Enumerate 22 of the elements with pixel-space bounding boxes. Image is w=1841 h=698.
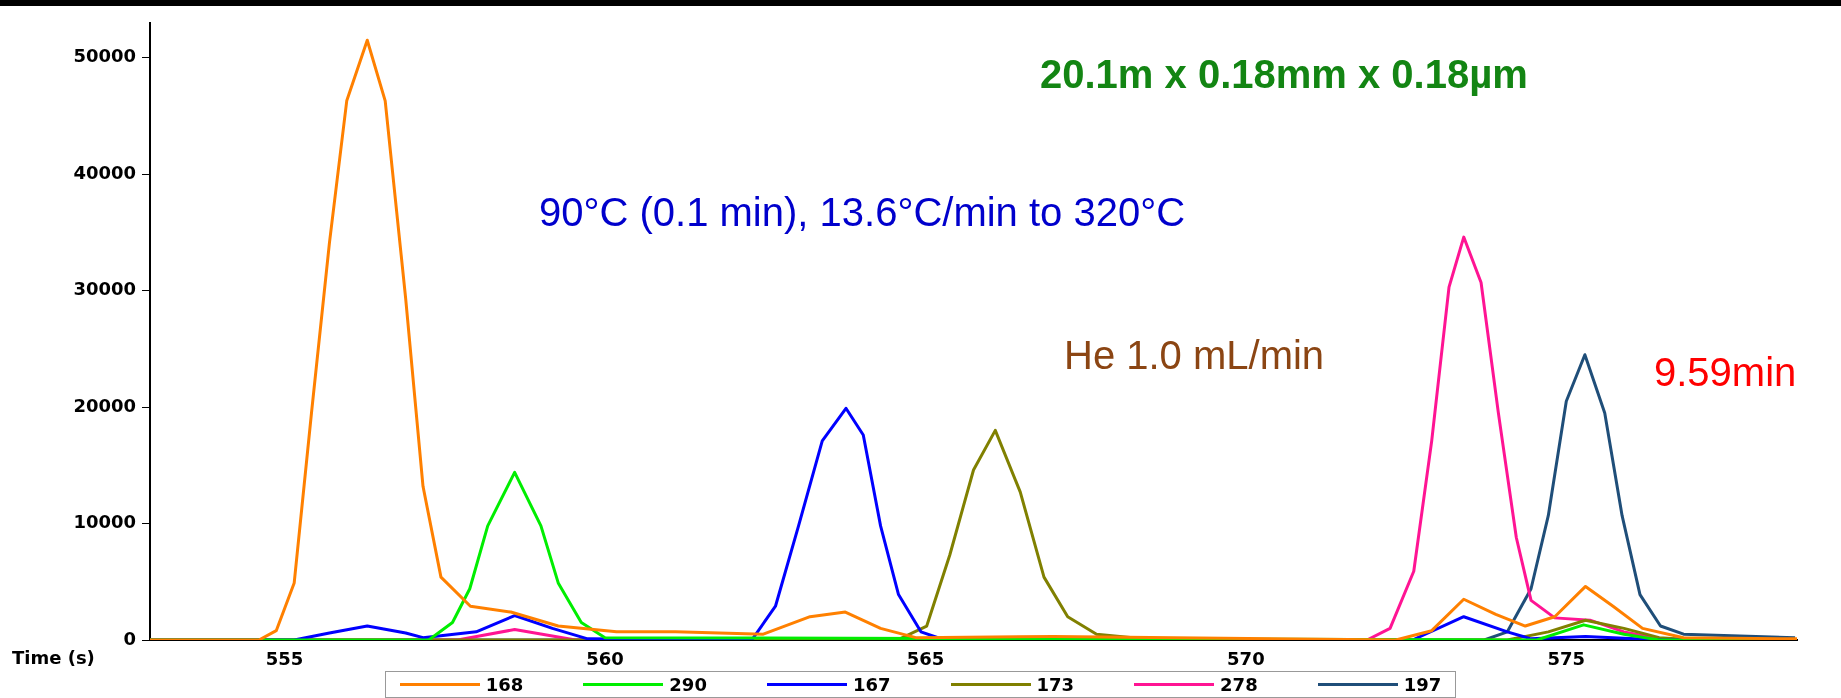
- y-tick-label: 0: [123, 627, 136, 649]
- y-tick-label: 50000: [73, 45, 136, 67]
- x-tick-label: 565: [906, 648, 945, 670]
- legend-label: 168: [485, 673, 524, 695]
- legend-label: 290: [669, 673, 707, 695]
- y-tick-label: 40000: [73, 161, 136, 183]
- legend-label: 167: [852, 673, 891, 695]
- y-tick-label: 10000: [73, 511, 136, 533]
- legend-label: 278: [1220, 673, 1258, 695]
- legend-label: 197: [1403, 673, 1442, 695]
- legend-label: 173: [1036, 673, 1075, 695]
- y-tick-label: 20000: [73, 394, 136, 416]
- x-axis-title: Time (s): [12, 646, 95, 668]
- x-tick-label: 560: [586, 648, 624, 670]
- y-tick-label: 30000: [73, 278, 136, 300]
- annotation: 9.59min: [1654, 350, 1797, 394]
- annotation: 90°C (0.1 min), 13.6°C/min to 320°C: [539, 190, 1186, 234]
- annotation: 20.1m x 0.18mm x 0.18µm: [1040, 52, 1528, 96]
- x-tick-label: 555: [265, 648, 304, 670]
- x-tick-label: 575: [1547, 648, 1586, 670]
- x-tick-label: 570: [1227, 648, 1265, 670]
- annotation: He 1.0 mL/min: [1064, 333, 1325, 377]
